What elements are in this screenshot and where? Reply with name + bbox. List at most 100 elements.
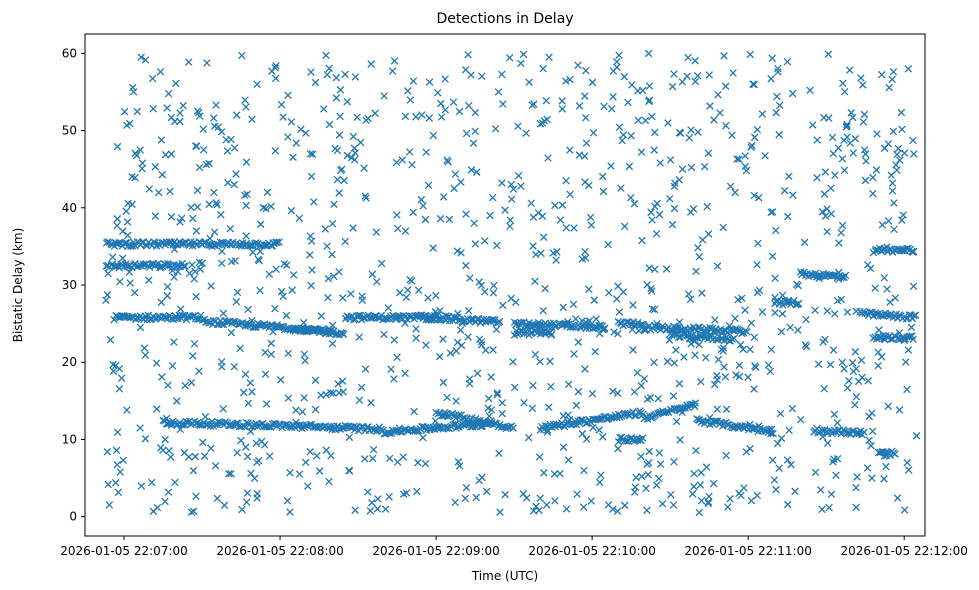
data-point-marker bbox=[910, 150, 918, 158]
data-point-marker bbox=[493, 241, 501, 250]
data-point-marker bbox=[236, 344, 244, 353]
data-point-marker bbox=[158, 373, 166, 381]
data-point-marker bbox=[648, 305, 657, 313]
data-point-marker bbox=[481, 288, 489, 296]
data-point-marker bbox=[467, 166, 476, 174]
data-point-marker bbox=[165, 447, 173, 455]
data-point-marker bbox=[210, 228, 219, 236]
data-point-marker bbox=[816, 486, 825, 494]
data-point-marker bbox=[645, 96, 654, 104]
data-point-marker bbox=[860, 428, 868, 436]
data-point-marker bbox=[413, 487, 421, 496]
data-point-marker bbox=[802, 315, 810, 324]
data-point-marker bbox=[654, 394, 662, 403]
data-point-marker bbox=[167, 213, 176, 221]
data-point-marker bbox=[637, 452, 645, 461]
data-point-marker bbox=[327, 451, 335, 460]
data-point-marker bbox=[517, 59, 525, 68]
data-point-marker bbox=[211, 461, 220, 470]
data-point-marker bbox=[556, 216, 565, 224]
data-point-marker bbox=[349, 224, 357, 232]
data-point-marker bbox=[385, 454, 394, 463]
data-point-marker bbox=[339, 388, 348, 396]
data-point-marker bbox=[843, 133, 851, 141]
data-point-marker bbox=[242, 443, 250, 451]
data-point-marker bbox=[903, 385, 911, 394]
data-point-marker bbox=[771, 274, 779, 282]
data-point-marker bbox=[853, 473, 861, 481]
data-point-marker bbox=[323, 70, 332, 79]
data-point-marker bbox=[163, 283, 172, 291]
data-point-marker bbox=[252, 439, 261, 448]
data-point-marker bbox=[304, 482, 312, 490]
data-point-marker bbox=[646, 393, 655, 402]
data-point-marker bbox=[311, 78, 320, 87]
data-point-marker bbox=[254, 456, 263, 465]
data-point-marker bbox=[267, 339, 276, 348]
data-point-marker bbox=[409, 77, 418, 85]
data-point-marker bbox=[582, 435, 591, 443]
data-point-marker bbox=[562, 223, 571, 232]
data-point-marker bbox=[490, 281, 498, 290]
data-point-marker bbox=[837, 228, 845, 237]
data-point-marker bbox=[691, 56, 699, 65]
chart-title: Detections in Delay bbox=[436, 11, 573, 27]
data-point-marker bbox=[345, 466, 353, 475]
y-tick-label: 50 bbox=[62, 124, 77, 138]
data-point-marker bbox=[650, 305, 659, 314]
data-point-marker bbox=[471, 240, 480, 248]
data-point-marker bbox=[858, 373, 866, 382]
data-point-marker bbox=[284, 91, 292, 100]
data-point-marker bbox=[153, 405, 161, 413]
data-point-marker bbox=[203, 59, 211, 67]
data-point-marker bbox=[741, 162, 750, 171]
data-point-marker bbox=[102, 296, 110, 305]
data-point-marker bbox=[433, 88, 442, 97]
data-point-marker bbox=[753, 491, 762, 500]
data-point-marker bbox=[108, 253, 117, 261]
data-point-marker bbox=[825, 503, 833, 512]
data-point-marker bbox=[750, 133, 759, 142]
data-point-marker bbox=[600, 325, 608, 334]
data-point-marker bbox=[806, 86, 814, 95]
data-point-marker bbox=[106, 335, 115, 344]
data-point-marker bbox=[562, 77, 570, 85]
data-point-marker bbox=[719, 223, 727, 232]
data-point-marker bbox=[292, 139, 301, 147]
data-point-marker bbox=[402, 293, 411, 302]
data-point-marker bbox=[746, 50, 755, 59]
data-point-marker bbox=[864, 377, 872, 385]
data-point-marker bbox=[498, 399, 507, 407]
data-point-marker bbox=[664, 119, 672, 127]
data-point-marker bbox=[624, 98, 632, 107]
data-point-marker bbox=[176, 117, 184, 126]
data-point-marker bbox=[109, 367, 118, 375]
data-point-marker bbox=[509, 358, 517, 366]
data-point-marker bbox=[581, 254, 590, 262]
data-point-marker bbox=[128, 172, 136, 181]
data-point-marker bbox=[896, 156, 904, 164]
data-point-marker bbox=[450, 184, 458, 193]
data-point-marker bbox=[113, 221, 121, 230]
data-point-marker bbox=[868, 474, 876, 482]
data-point-marker bbox=[163, 292, 172, 300]
data-point-marker bbox=[845, 376, 853, 385]
data-point-marker bbox=[574, 387, 583, 396]
data-point-marker bbox=[445, 215, 454, 224]
data-point-marker bbox=[170, 273, 178, 281]
data-point-marker bbox=[865, 436, 873, 445]
data-point-marker bbox=[590, 296, 598, 304]
data-point-marker bbox=[809, 121, 817, 129]
data-point-marker bbox=[212, 199, 220, 207]
data-point-marker bbox=[419, 433, 427, 442]
data-point-marker bbox=[690, 482, 698, 491]
data-point-marker bbox=[325, 120, 334, 129]
data-point-marker bbox=[783, 456, 792, 464]
data-point-marker bbox=[113, 142, 122, 151]
data-point-marker bbox=[506, 222, 514, 231]
data-point-marker bbox=[741, 152, 749, 160]
data-point-marker bbox=[345, 433, 354, 442]
data-point-marker bbox=[164, 381, 172, 389]
data-point-marker bbox=[256, 220, 265, 229]
data-point-marker bbox=[302, 129, 310, 137]
